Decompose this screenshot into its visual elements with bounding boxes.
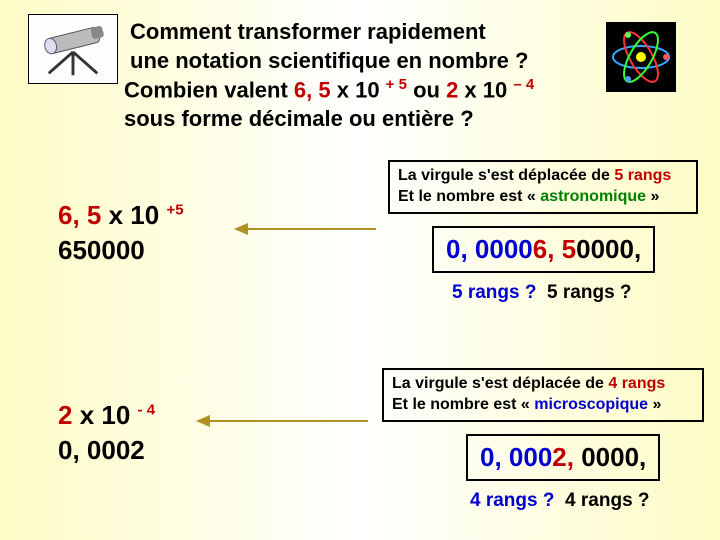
question-line4: sous forme décimale ou entière ? — [124, 105, 600, 134]
example-2-expr: 2 x 10 - 4 — [58, 398, 155, 433]
question-line1: Comment transformer rapidement — [130, 18, 600, 47]
below-2: 4 rangs ? 4 rangs ? — [470, 490, 650, 512]
example-2: 2 x 10 - 4 0, 0002 — [58, 398, 155, 468]
atom-image — [606, 22, 676, 92]
question-line3: Combien valent 6, 5 x 10 + 5 ou 2 x 10 –… — [124, 75, 600, 105]
example-2-result: 0, 0002 — [58, 433, 155, 468]
note-box-1: La virgule s'est déplacée de 5 rangs Et … — [388, 160, 698, 214]
number-box-2: 0, 0002, 0000, — [466, 434, 660, 481]
telescope-image — [28, 14, 118, 84]
arrow-2 — [198, 420, 368, 422]
note-box-2: La virgule s'est déplacée de 4 rangs Et … — [382, 368, 704, 422]
question-text: Comment transformer rapidement une notat… — [130, 18, 600, 134]
example-1-result: 650000 — [58, 233, 184, 268]
example-1-expr: 6, 5 x 10 +5 — [58, 198, 184, 233]
example-1: 6, 5 x 10 +5 650000 — [58, 198, 184, 268]
number-box-1: 0, 00006, 50000, — [432, 226, 655, 273]
below-1: 5 rangs ? 5 rangs ? — [452, 282, 632, 304]
arrow-1 — [236, 228, 376, 230]
question-line2: une notation scientifique en nombre ? — [130, 47, 600, 76]
